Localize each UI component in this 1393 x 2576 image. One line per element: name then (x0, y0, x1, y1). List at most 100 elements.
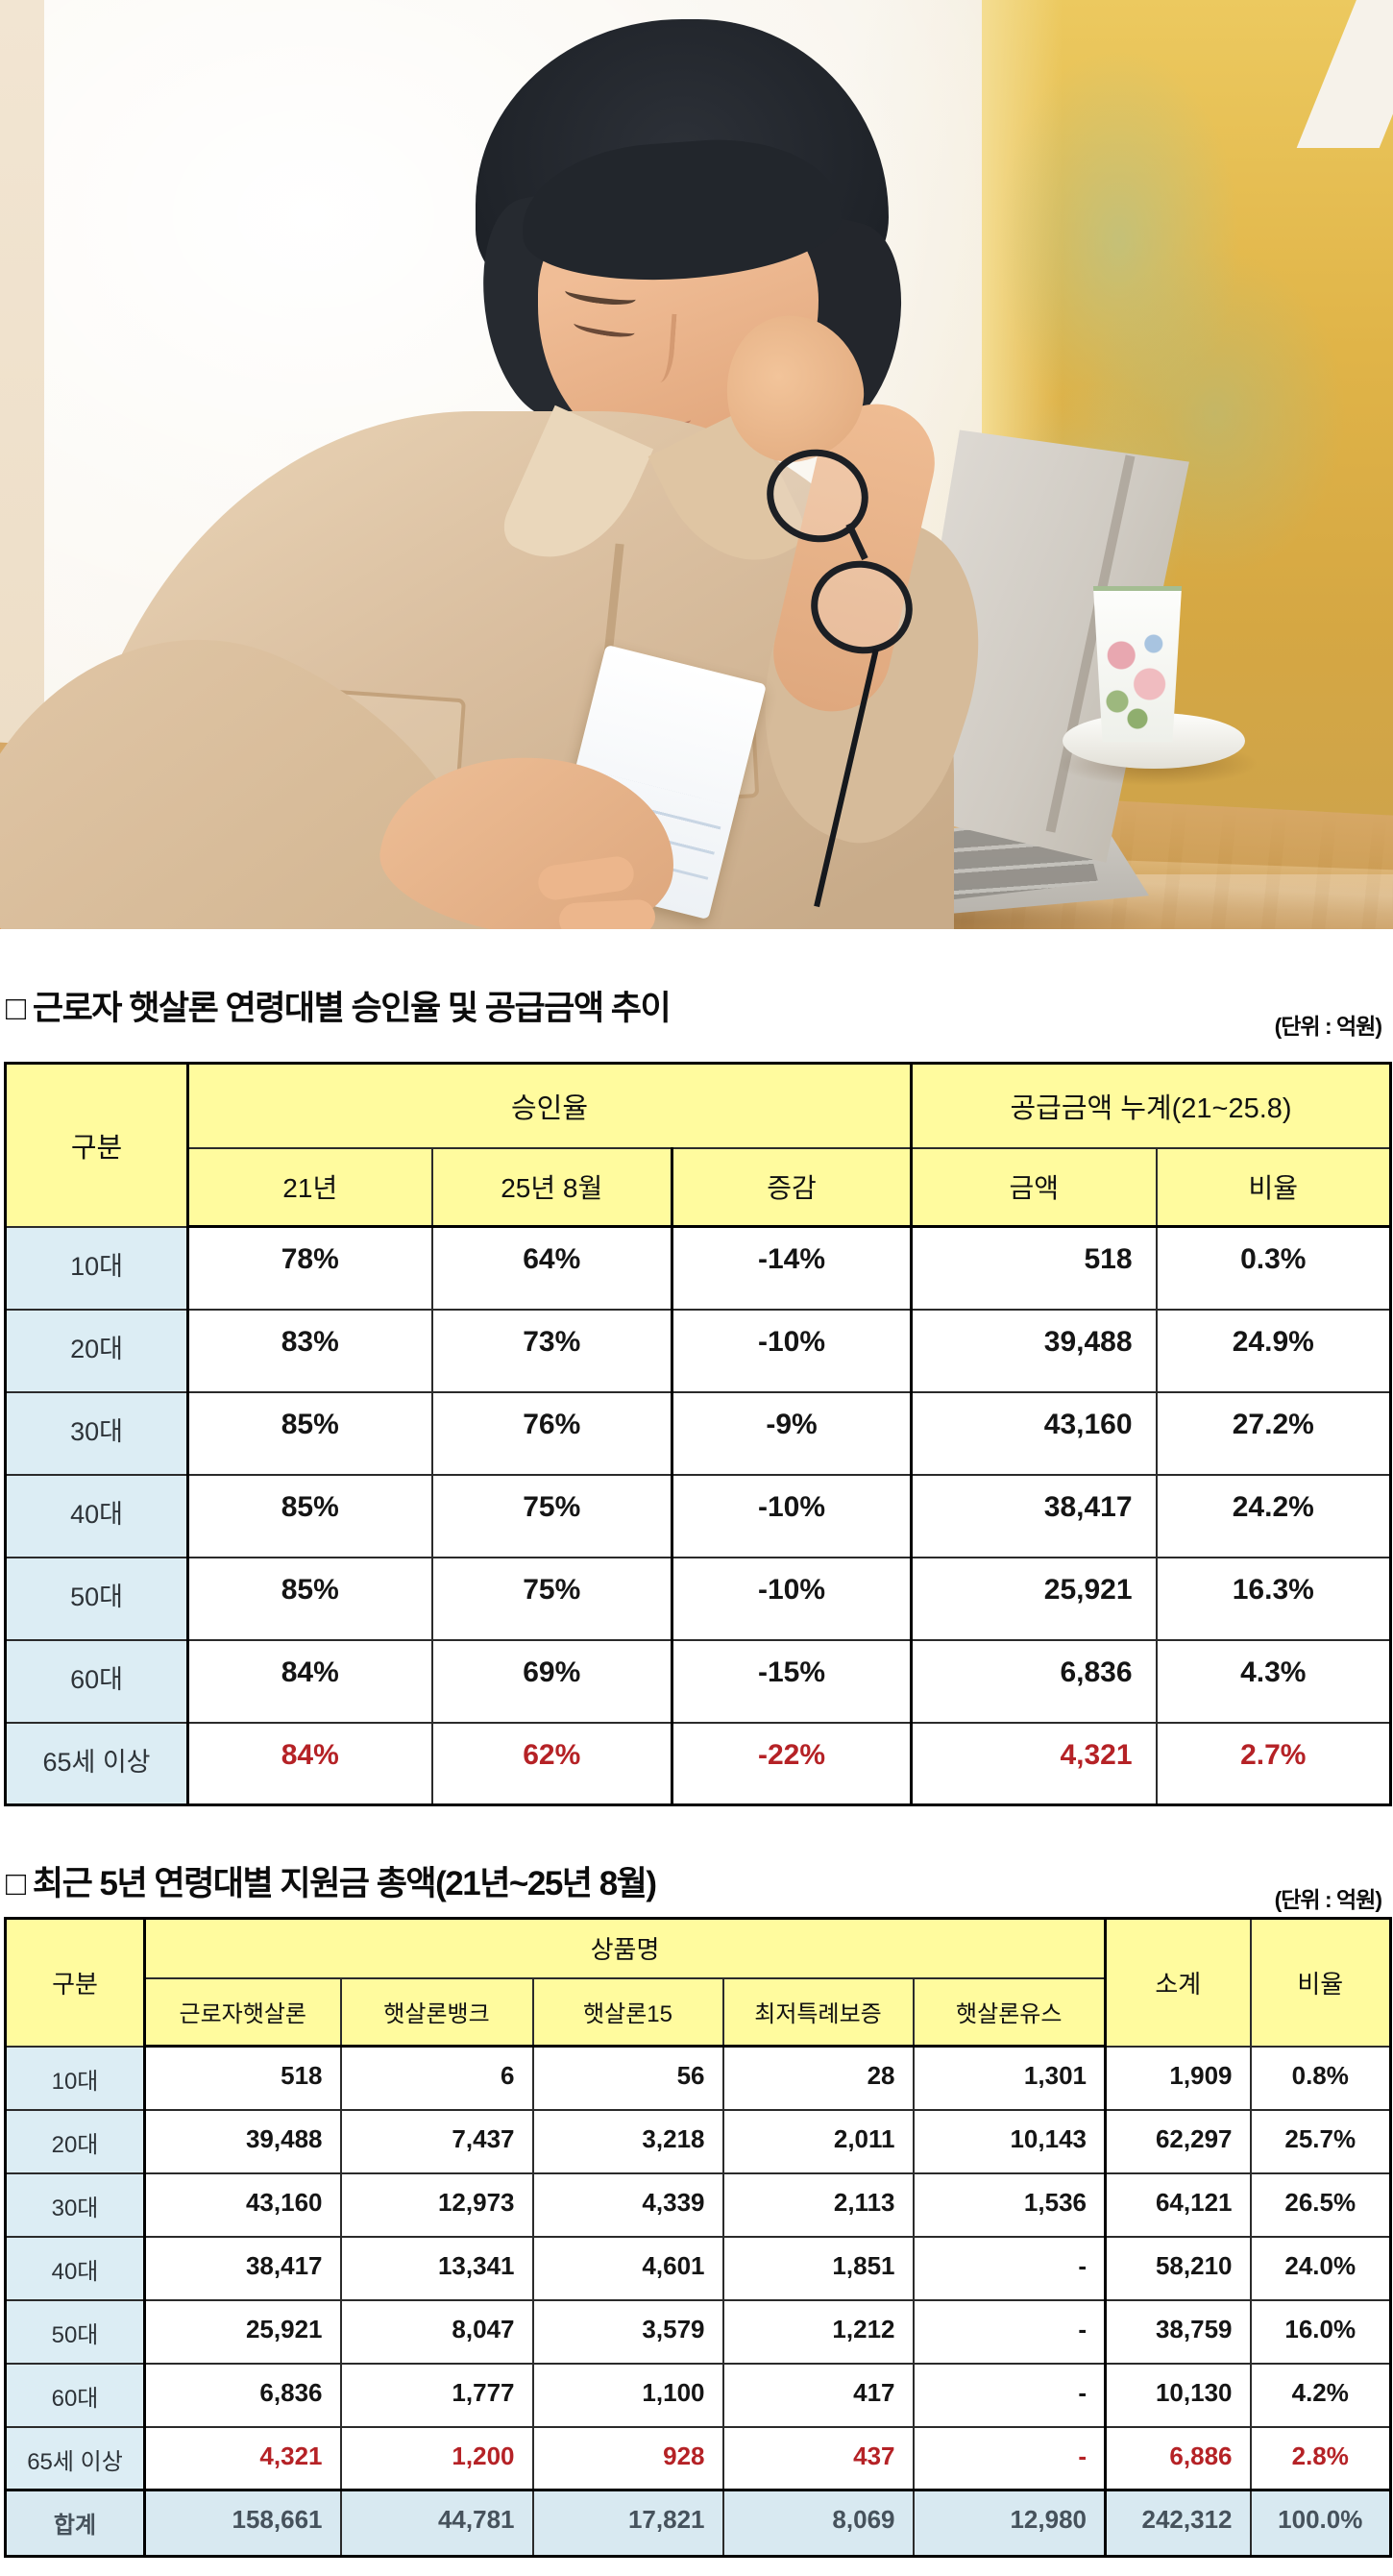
header-gubun: 구분 (4, 1062, 189, 1228)
header-year-25-aug: 25년 8월 (430, 1146, 673, 1228)
table-row: 65세 이상 84% 62% -22% 4,321 2.7% (4, 1721, 1392, 1806)
row-label: 합계 (4, 2489, 146, 2558)
data-cell: 4.2% (1249, 2362, 1392, 2428)
data-cell: 12,973 (339, 2171, 534, 2238)
data-cell: 76% (430, 1390, 673, 1476)
table-row: 40대 85% 75% -10% 38,417 24.2% (4, 1473, 1392, 1558)
table-row: 50대 85% 75% -10% 25,921 16.3% (4, 1556, 1392, 1641)
row-label: 40대 (4, 2235, 146, 2301)
row-label: 20대 (4, 1308, 189, 1393)
data-cell: 1,212 (721, 2298, 915, 2365)
data-cell: 2.8% (1249, 2425, 1392, 2491)
data-cell: 6,886 (1104, 2425, 1252, 2491)
header-product-group: 상품명 (143, 1917, 1107, 1979)
data-cell: 44,781 (339, 2489, 534, 2558)
data-cell: 6 (339, 2045, 534, 2111)
data-cell: 84% (186, 1638, 433, 1724)
data-cell: 43,160 (910, 1390, 1158, 1476)
data-cell: 73% (430, 1308, 673, 1393)
row-label: 30대 (4, 1390, 189, 1476)
header-ratio: 비율 (1155, 1146, 1392, 1228)
table-row: 30대 85% 76% -9% 43,160 27.2% (4, 1390, 1392, 1476)
data-cell: 6,836 (143, 2362, 342, 2428)
floral-mug-pattern (1097, 615, 1178, 730)
data-cell: 3,218 (531, 2108, 724, 2174)
data-cell: 69% (430, 1638, 673, 1724)
data-cell: - (912, 2235, 1107, 2301)
data-cell: 17,821 (531, 2489, 724, 2558)
row-label: 60대 (4, 2362, 146, 2428)
data-cell: 78% (186, 1225, 433, 1311)
data-cell: 0.8% (1249, 2045, 1392, 2111)
data-cell: 85% (186, 1556, 433, 1641)
header-approval-group: 승인율 (186, 1062, 914, 1149)
data-cell: -10% (671, 1473, 914, 1558)
table-row: 40대 38,417 13,341 4,601 1,851-58,210 24.0% (4, 2235, 1392, 2301)
data-cell: 39,488 (143, 2108, 342, 2174)
approval-table-body: 10대 78% 64% -14% 518 0.3% 20대 83% 73% -10% 39,488 2… (4, 1225, 1392, 1806)
row-label: 65세 이상 (4, 1721, 189, 1806)
table-row: 20대 39,488 7,437 3,218 2,011 10,143 62,297 25.7… (4, 2108, 1392, 2174)
approval-rate-table: 구분 승인율 공급금액 누계(21~25.8) 21년 25년 8월 증감 금액… (4, 1062, 1393, 1806)
table-row: 10대 518 6 56 28 1,301 1,909 0.8% (4, 2045, 1392, 2111)
data-cell: 85% (186, 1473, 433, 1558)
header-ratio: 비율 (1249, 1917, 1392, 2048)
plant-silhouette (999, 48, 1239, 432)
data-cell: 24.0% (1249, 2235, 1392, 2301)
data-cell: 24.9% (1155, 1308, 1392, 1393)
data-cell: -15% (671, 1638, 914, 1724)
approval-table-header: 구분 승인율 공급금액 누계(21~25.8) 21년 25년 8월 증감 금액… (4, 1062, 1392, 1228)
data-cell: 85% (186, 1390, 433, 1476)
row-label: 20대 (4, 2108, 146, 2174)
data-cell: 75% (430, 1473, 673, 1558)
data-cell: 2.7% (1155, 1721, 1392, 1806)
section2-titlebar: □ 최근 5년 연령대별 지원금 총액(21년~25년 8월) (단위 : 억원… (6, 1856, 1387, 1912)
table-row: 60대 6,836 1,777 1,100 417-10,130 4.2% (4, 2362, 1392, 2428)
data-cell: 1,851 (721, 2235, 915, 2301)
data-cell: -10% (671, 1556, 914, 1641)
data-cell: 26.5% (1249, 2171, 1392, 2238)
row-label: 30대 (4, 2171, 146, 2238)
data-cell: 10,130 (1104, 2362, 1252, 2428)
data-cell: 12,980 (912, 2489, 1107, 2558)
data-cell: 518 (143, 2045, 342, 2111)
section1-unit-label: (단위 : 억원) (1274, 1014, 1382, 1039)
data-cell: 25,921 (143, 2298, 342, 2365)
data-cell: 242,312 (1104, 2489, 1252, 2558)
data-cell: 58,210 (1104, 2235, 1252, 2301)
data-cell: 4,321 (910, 1721, 1158, 1806)
data-cell: 2,113 (721, 2171, 915, 2238)
data-cell: 8,047 (339, 2298, 534, 2365)
data-cell: 6,836 (910, 1638, 1158, 1724)
header-product-lowest: 최저특례보증 (721, 1976, 915, 2048)
data-cell: 27.2% (1155, 1390, 1392, 1476)
header-product-15: 햇살론15 (531, 1976, 724, 2048)
data-cell: 24.2% (1155, 1473, 1392, 1558)
data-cell: -14% (671, 1225, 914, 1311)
data-cell: 3,579 (531, 2298, 724, 2365)
row-label: 10대 (4, 2045, 146, 2111)
header-supply-group: 공급금액 누계(21~25.8) (910, 1062, 1392, 1149)
row-label: 50대 (4, 1556, 189, 1641)
table-row: 65세 이상 4,321 1,200 928 437-6,886 2.8% (4, 2425, 1392, 2491)
data-cell: 56 (531, 2045, 724, 2111)
data-cell: 4,339 (531, 2171, 724, 2238)
table-row: 20대 83% 73% -10% 39,488 24.9% (4, 1308, 1392, 1393)
section1-title: □ 근로자 햇살론 연령대별 승인율 및 공급금액 추이 (6, 990, 672, 1027)
data-cell: 158,661 (143, 2489, 342, 2558)
support-table-header: 구분 상품명 소계 비율 근로자햇살론 햇살론뱅크 햇살론15 최저특례보증 햇… (4, 1917, 1392, 2048)
data-cell: 100.0% (1249, 2489, 1392, 2558)
header-subtotal: 소계 (1104, 1917, 1252, 2048)
data-cell: 83% (186, 1308, 433, 1393)
data-cell: 38,759 (1104, 2298, 1252, 2365)
data-cell: 2,011 (721, 2108, 915, 2174)
data-cell: 39,488 (910, 1308, 1158, 1393)
window-frame-band (0, 0, 44, 749)
data-cell: 16.3% (1155, 1556, 1392, 1641)
data-cell: 13,341 (339, 2235, 534, 2301)
data-cell: 4,321 (143, 2425, 342, 2491)
data-cell: 38,417 (910, 1473, 1158, 1558)
data-cell: 417 (721, 2362, 915, 2428)
table-row: 합계 158,661 44,781 17,821 8,069 12,980 242,312 1… (4, 2489, 1392, 2558)
data-cell: 16.0% (1249, 2298, 1392, 2365)
